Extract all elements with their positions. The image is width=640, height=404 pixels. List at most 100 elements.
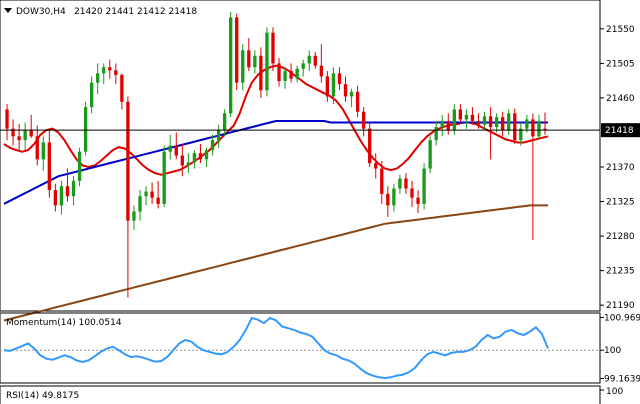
candle-body <box>404 179 407 189</box>
candle-body <box>223 113 226 130</box>
candle-body <box>163 152 166 204</box>
candle-body <box>368 129 371 164</box>
candle-body <box>465 115 468 120</box>
candle-body <box>102 67 105 73</box>
candle-body <box>205 150 208 159</box>
rsi-tick-label: 100 <box>606 387 623 397</box>
candle-body <box>187 162 190 165</box>
candle-body <box>138 196 141 211</box>
candle-body <box>156 198 159 204</box>
candle-body <box>144 192 147 197</box>
candle-body <box>392 189 395 206</box>
candle-body <box>84 107 87 152</box>
candle-body <box>90 83 93 108</box>
candle-body <box>356 92 359 112</box>
candle-body <box>36 136 39 159</box>
symbol-label: DOW30,H4 <box>16 7 66 17</box>
candle-body <box>247 50 250 67</box>
candle-body <box>320 66 323 77</box>
candle-body <box>501 117 504 130</box>
rsi-label: RSI(14) 49.8175 <box>6 391 79 401</box>
candle-body <box>211 140 214 150</box>
price-tick-label: 21550 <box>606 25 635 35</box>
momentum-tick-label: 100.9695 <box>604 313 640 323</box>
candle-body <box>350 92 353 97</box>
candle-body <box>265 33 268 91</box>
candle-body <box>126 102 129 221</box>
candle-body <box>295 69 298 79</box>
candle-body <box>410 189 413 198</box>
candle-body <box>181 156 184 166</box>
candle-body <box>314 56 317 66</box>
candle-body <box>459 109 462 119</box>
candle-body <box>428 140 431 168</box>
candle-body <box>120 75 123 102</box>
candle-body <box>283 71 286 81</box>
candle-body <box>60 186 63 205</box>
price-tick-label: 21280 <box>606 232 635 242</box>
candle-body <box>54 190 57 205</box>
momentum-label: Momentum(14) 100.0514 <box>6 318 122 328</box>
candle-body <box>507 113 510 130</box>
chart-canvas: 2155021505214602137021325212802123521190… <box>0 0 640 404</box>
candle-body <box>169 146 172 152</box>
candle-body <box>416 198 419 204</box>
candle-body <box>78 152 81 181</box>
candle-body <box>217 130 220 140</box>
candle-body <box>531 119 534 136</box>
candle-body <box>435 127 438 140</box>
candle-body <box>362 112 365 129</box>
candle-body <box>386 194 389 206</box>
momentum-tick-label: 100 <box>604 346 621 356</box>
price-tick-label: 21460 <box>606 94 635 104</box>
price-tick-label: 21325 <box>606 198 635 208</box>
candle-body <box>441 121 444 127</box>
candle-body <box>108 67 111 70</box>
candle-body <box>259 56 262 91</box>
candle-body <box>253 56 256 68</box>
candle-body <box>344 84 347 96</box>
price-tick-label: 21235 <box>606 267 635 277</box>
momentum-tick-label: 99.1639 <box>604 374 640 384</box>
candle-body <box>229 17 232 113</box>
price-axis: 2155021505214602137021325212802123521190 <box>600 25 635 311</box>
candle-body <box>489 116 492 127</box>
candle-body <box>326 76 329 96</box>
candle-body <box>477 121 480 125</box>
candle-body <box>72 181 75 196</box>
candle-body <box>374 163 377 168</box>
candle-body <box>302 63 305 68</box>
candle-body <box>471 115 474 121</box>
candle-body <box>308 56 311 64</box>
candle-body <box>241 50 244 82</box>
candle-body <box>17 136 20 140</box>
price-tick-label: 21190 <box>606 301 635 311</box>
chart-background <box>0 0 640 404</box>
current-price-marker: 21418 <box>601 123 640 137</box>
candle-body <box>30 130 33 136</box>
chart-header: DOW30,H4 21420 21441 21412 21418 <box>4 7 197 17</box>
candle-body <box>48 142 51 190</box>
candle-body <box>380 169 383 194</box>
candle-body <box>235 17 238 82</box>
candle-body <box>338 73 341 84</box>
candle-body <box>513 113 516 140</box>
candle-body <box>277 63 280 81</box>
candle-body <box>453 109 456 130</box>
candle-body <box>537 121 540 136</box>
candle-body <box>422 169 425 204</box>
candle-body <box>447 121 450 130</box>
candle-body <box>114 70 117 75</box>
candle-body <box>271 33 274 64</box>
candle-body <box>332 73 335 96</box>
candle-body <box>66 186 69 196</box>
candle-body <box>289 71 292 79</box>
candle-body <box>150 192 153 198</box>
candle-body <box>193 153 196 162</box>
candle-body <box>525 119 528 128</box>
ohlc-label: 21420 21441 21412 21418 <box>74 7 197 17</box>
candle-body <box>23 130 26 140</box>
candle-body <box>5 109 8 128</box>
price-tick-label: 21370 <box>606 163 635 173</box>
candle-body <box>96 73 99 82</box>
